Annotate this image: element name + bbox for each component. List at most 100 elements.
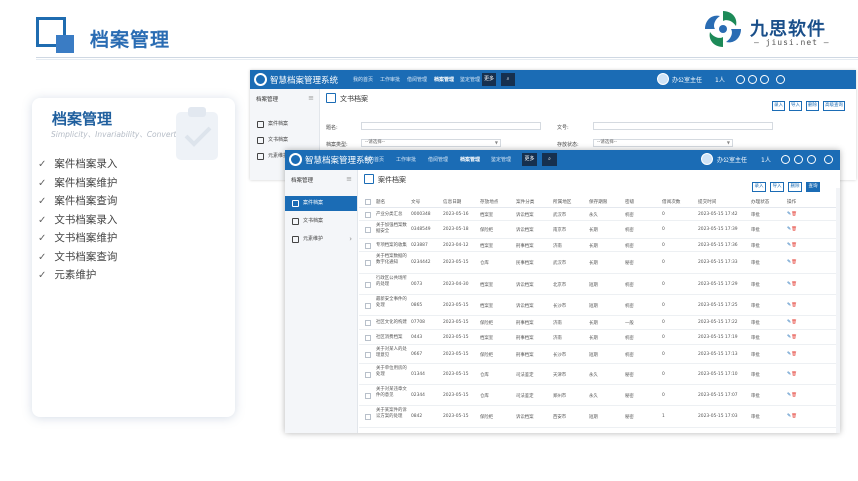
- cell-title[interactable]: 关于单位用房的处理: [376, 366, 407, 377]
- nav-home[interactable]: 我的首页: [353, 77, 374, 83]
- sidebar-item-document[interactable]: 文书档案: [250, 133, 319, 148]
- nav-search-icon[interactable]: ⌕: [501, 73, 515, 86]
- advanced-search-button[interactable]: 高级查询: [823, 101, 845, 111]
- add-button[interactable]: 录入: [752, 182, 766, 192]
- edit-icon[interactable]: ✎: [787, 392, 792, 398]
- table-row[interactable]: 关于单位用房的处理 01344 2023-05-15 仓库 司法鉴定 天津市 永久 秘密 0 20…: [359, 364, 840, 385]
- col-status[interactable]: 办理状态: [751, 200, 770, 205]
- nav-approval[interactable]: 工作审批: [380, 77, 401, 83]
- delete-icon[interactable]: 🗑: [791, 352, 797, 357]
- edit-icon[interactable]: ✎: [787, 371, 792, 377]
- table-row[interactable]: 关于加强档案数据安全 0348549 2023-05-18 保险柜 诉讼档案 南京市 长期 机…: [359, 221, 840, 239]
- row-checkbox[interactable]: [365, 227, 371, 233]
- vertical-scrollbar[interactable]: [836, 188, 840, 433]
- nav-archive[interactable]: 档案管理: [434, 77, 455, 83]
- sidebar-item-document[interactable]: 文书档案: [285, 214, 357, 229]
- sidebar-item-case[interactable]: 案件档案: [250, 117, 319, 132]
- cell-title[interactable]: 关于某案件的诉讼方案的处理: [376, 408, 407, 419]
- table-row[interactable]: 最新安全事件的处理 0865 2023-05-15 档案室 诉讼档案 长沙市 短期 机密 0 20…: [359, 295, 840, 316]
- col-time[interactable]: 提交时间: [698, 200, 717, 205]
- table-row[interactable]: 关于对某违章文件的意见 02344 2023-05-15 仓库 司法鉴定 郑州市 永久 秘密 0…: [359, 385, 840, 406]
- nav-borrow[interactable]: 借阅管理: [407, 77, 428, 83]
- delete-icon[interactable]: 🗑: [791, 212, 797, 217]
- online-count[interactable]: 1人: [715, 77, 725, 84]
- cell-title[interactable]: 关于对某人的处理意见: [376, 347, 407, 358]
- refresh-icon[interactable]: [760, 75, 769, 84]
- nav-approval[interactable]: 工作审批: [396, 157, 417, 163]
- table-row[interactable]: 社区文化的构建 07708 2023-05-15 保险柜 刑事档案 济南 长期 一般 0 2023…: [359, 316, 840, 330]
- nav-more[interactable]: 更多: [482, 73, 496, 86]
- delete-icon[interactable]: 🗑: [791, 393, 797, 398]
- row-checkbox[interactable]: [365, 352, 371, 358]
- cell-title[interactable]: 行政区公共场所的处理: [376, 276, 407, 287]
- status-select[interactable]: --请选择-- ▼: [593, 139, 733, 147]
- cell-title[interactable]: 产业分类汇总: [376, 212, 403, 217]
- forward-icon[interactable]: [794, 155, 803, 164]
- doc-no-field[interactable]: [593, 122, 773, 130]
- back-icon[interactable]: [736, 75, 745, 84]
- sidebar-item-element[interactable]: 元素维护: [250, 149, 319, 164]
- delete-icon[interactable]: 🗑: [791, 414, 797, 419]
- row-checkbox[interactable]: [365, 260, 371, 266]
- row-checkbox[interactable]: [365, 393, 371, 399]
- nav-appraisal[interactable]: 鉴定管理: [460, 77, 481, 83]
- delete-icon[interactable]: 🗑: [791, 303, 797, 308]
- avatar[interactable]: [657, 73, 669, 85]
- edit-icon[interactable]: ✎: [787, 259, 792, 265]
- edit-icon[interactable]: ✎: [787, 302, 792, 308]
- delete-icon[interactable]: 🗑: [791, 243, 797, 248]
- delete-icon[interactable]: 🗑: [791, 260, 797, 265]
- edit-icon[interactable]: ✎: [787, 413, 792, 419]
- row-checkbox[interactable]: [365, 372, 371, 378]
- table-row[interactable]: 关于某案件的诉讼方案的处理 0842 2023-05-15 保险柜 诉讼档案 西安市 短期 秘…: [359, 406, 840, 428]
- table-row[interactable]: 行政区公共场所的处理 0073 2023-04-30 档案室 诉讼档案 北京市 短期 机密 0 2…: [359, 274, 840, 295]
- col-term[interactable]: 保存期限: [589, 200, 608, 205]
- nav-archive[interactable]: 档案管理: [460, 157, 481, 163]
- edit-icon[interactable]: ✎: [787, 242, 792, 248]
- edit-icon[interactable]: ✎: [787, 281, 792, 287]
- import-button[interactable]: 导入: [770, 182, 784, 192]
- cell-title[interactable]: 关于加强档案数据安全: [376, 223, 407, 234]
- menu-toggle-icon[interactable]: ≡: [346, 175, 352, 183]
- sidebar-item-element[interactable]: 元素维护 ›: [285, 232, 357, 247]
- edit-icon[interactable]: ✎: [787, 319, 792, 325]
- menu-toggle-icon[interactable]: ≡: [308, 94, 314, 102]
- title-field[interactable]: [361, 122, 541, 130]
- nav-search-icon[interactable]: ⌕: [542, 153, 557, 166]
- sidebar-item-case[interactable]: 案件档案: [285, 196, 357, 211]
- row-checkbox[interactable]: [365, 335, 371, 341]
- edit-icon[interactable]: ✎: [787, 351, 792, 357]
- add-button[interactable]: 录入: [772, 101, 785, 111]
- col-level[interactable]: 密级: [625, 200, 635, 205]
- search-button[interactable]: 查询: [806, 182, 820, 192]
- cell-title[interactable]: 关于档案数据的数字化通知: [376, 254, 407, 265]
- power-icon[interactable]: [824, 155, 833, 164]
- col-region[interactable]: 所属地区: [553, 200, 572, 205]
- edit-icon[interactable]: ✎: [787, 334, 792, 340]
- row-checkbox[interactable]: [365, 320, 371, 326]
- import-button[interactable]: 导入: [789, 101, 802, 111]
- table-row[interactable]: 关于档案数据的数字化通知 0234442 2023-05-15 仓库 民事档案 武汉市 长期…: [359, 252, 840, 274]
- nav-home[interactable]: 我的首页: [364, 157, 385, 163]
- table-row[interactable]: 关于对某人的处理意见 0667 2023-05-15 保险柜 刑事档案 长沙市 短期 机密 0 2…: [359, 345, 840, 364]
- table-row[interactable]: 专项档案的收集 023887 2023-04-12 档案室 刑事档案 济南 长期 机密 0 202…: [359, 239, 840, 252]
- row-checkbox[interactable]: [365, 212, 371, 218]
- delete-icon[interactable]: 🗑: [791, 320, 797, 325]
- row-checkbox[interactable]: [365, 282, 371, 288]
- delete-button[interactable]: 删除: [788, 182, 802, 192]
- user-name[interactable]: 办公室主任: [717, 157, 748, 164]
- user-name[interactable]: 办公室主任: [672, 77, 703, 84]
- table-row[interactable]: 社区消费档案 0443 2023-05-15 档案室 刑事档案 济南 长期 机密 0 2023-0…: [359, 330, 840, 345]
- delete-icon[interactable]: 🗑: [791, 372, 797, 377]
- cell-title[interactable]: 最新安全事件的处理: [376, 297, 407, 308]
- table-row[interactable]: 产业分类汇总 0000348 2023-05-16 档案室 诉讼档案 武汉市 永久 机密 0 20…: [359, 209, 840, 221]
- col-count[interactable]: 借阅次数: [662, 200, 681, 205]
- col-place[interactable]: 存放地点: [480, 200, 499, 205]
- forward-icon[interactable]: [748, 75, 757, 84]
- cell-title[interactable]: 社区消费档案: [376, 335, 403, 340]
- col-title[interactable]: 题名: [376, 200, 386, 205]
- avatar[interactable]: [701, 153, 713, 165]
- col-date[interactable]: 信息日期: [443, 200, 462, 205]
- edit-icon[interactable]: ✎: [787, 211, 792, 217]
- cell-title[interactable]: 关于对某违章文件的意见: [376, 387, 407, 398]
